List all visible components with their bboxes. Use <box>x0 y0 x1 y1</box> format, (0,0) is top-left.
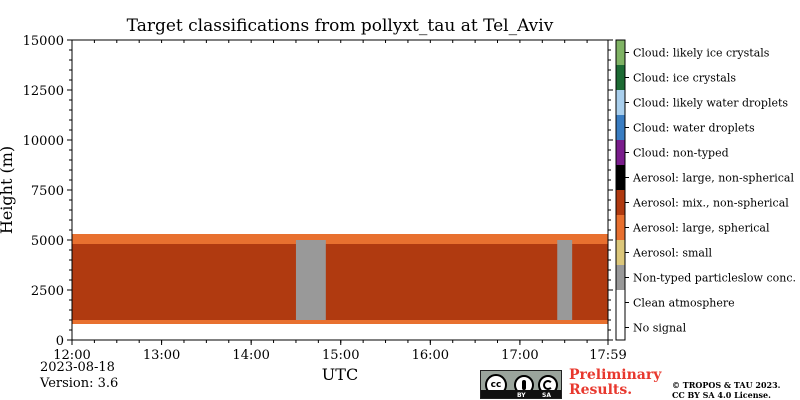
sa-label: SA <box>542 392 551 399</box>
y-tick-label: 5000 <box>31 234 64 249</box>
legend-label: Aerosol: large, spherical <box>632 222 770 235</box>
legend-swatch <box>616 165 625 190</box>
class-layer-2 <box>72 234 608 244</box>
legend-label: No signal <box>633 322 687 335</box>
legend-swatch <box>616 115 625 140</box>
legend-swatch <box>616 290 625 315</box>
y-tick-label: 2500 <box>31 284 64 299</box>
y-axis-label: Height (m) <box>0 146 16 234</box>
x-tick-label: 14:00 <box>232 348 269 363</box>
y-tick-label: 10000 <box>23 134 64 149</box>
y-tick-label: 15000 <box>23 34 64 49</box>
legend-label: Cloud: non-typed <box>633 147 729 160</box>
measurement-date: 2023-08-18 <box>40 360 115 375</box>
legend-label: Cloud: likely water droplets <box>633 97 788 110</box>
class-layer-4 <box>557 240 573 320</box>
legend-swatch <box>616 40 625 65</box>
legend-swatch <box>616 140 625 165</box>
preliminary-note: Preliminary Results. <box>569 367 662 398</box>
legend-label: Aerosol: large, non-spherical <box>632 172 794 185</box>
copyright-note: © TROPOS & TAU 2023. CC BY SA 4.0 Licens… <box>672 380 781 400</box>
x-tick-label: 13:00 <box>143 348 180 363</box>
legend-label: Non-typed particleslow conc. <box>633 272 796 285</box>
legend-swatch <box>616 190 625 215</box>
x-axis: 12:00 13:00 14:00 15:00 16:00 17:00 17:59 <box>53 40 627 363</box>
plot-area <box>72 234 608 324</box>
by-label: BY <box>517 392 526 399</box>
class-layer-0 <box>72 320 608 324</box>
x-tick-label: 12:00 <box>53 348 90 363</box>
legend-swatch <box>616 215 625 240</box>
x-axis-label: UTC <box>322 365 358 384</box>
y-axis: 0 2500 5000 7500 10000 12500 15000 <box>23 34 613 349</box>
legend-label: Clean atmosphere <box>633 297 735 310</box>
legend-label: Cloud: ice crystals <box>633 72 736 85</box>
legend-swatch <box>616 240 625 265</box>
legend-label: Cloud: water droplets <box>633 122 755 135</box>
class-layer-1 <box>72 244 608 320</box>
badge-strip <box>481 390 561 398</box>
legend-swatch <box>616 90 625 115</box>
legend-frame <box>615 39 626 341</box>
x-tick-label: 17:00 <box>501 348 538 363</box>
x-tick-label: 17:59 <box>589 348 626 363</box>
y-tick-label: 12500 <box>23 84 64 99</box>
legend-label: Aerosol: mix., non-spherical <box>632 197 789 210</box>
legend-label: Aerosol: small <box>632 247 712 260</box>
legend-swatch <box>616 265 625 290</box>
legend-swatch <box>616 65 625 90</box>
y-tick-label: 7500 <box>31 184 64 199</box>
x-tick-label: 16:00 <box>412 348 449 363</box>
x-tick-label: 15:00 <box>322 348 359 363</box>
chart-title: Target classifications from pollyxt_tau … <box>126 16 554 36</box>
version-label: Version: 3.6 <box>40 376 119 391</box>
legend-label: Cloud: likely ice crystals <box>633 47 770 60</box>
class-layer-3 <box>295 240 326 320</box>
legend: No signal Clean atmosphere Non-typed parti… <box>615 39 796 341</box>
y-tick-label: 0 <box>56 334 64 349</box>
legend-swatch <box>616 315 625 340</box>
cc-by-sa-icon: cc BY SA <box>480 370 562 399</box>
